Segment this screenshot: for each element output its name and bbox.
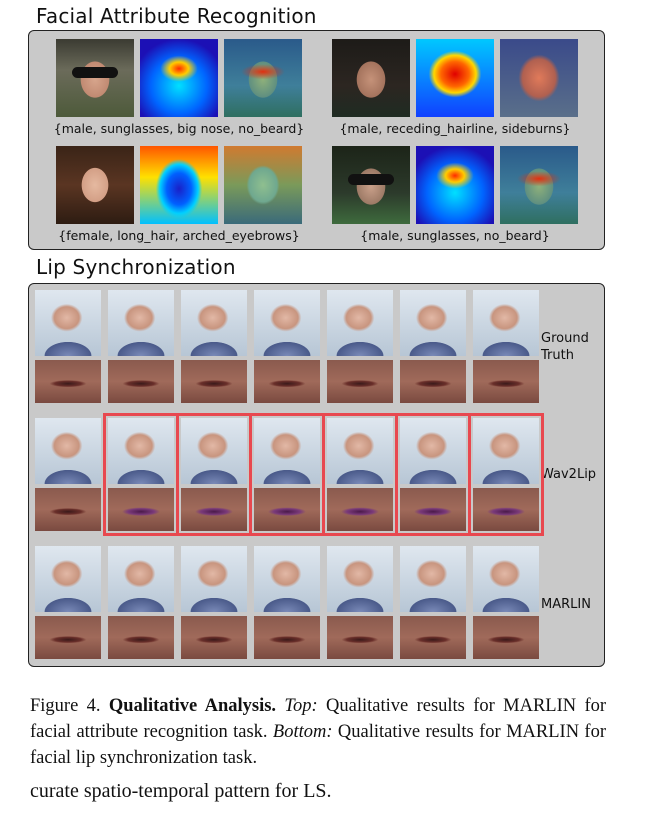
ls-face-image — [400, 546, 466, 612]
ls-frame — [395, 413, 471, 536]
ls-frame — [254, 546, 320, 659]
heatmap-image — [416, 39, 494, 117]
caption-bottom-label: Bottom: — [272, 722, 333, 742]
ls-face-image — [181, 290, 247, 356]
ls-face-image — [400, 290, 466, 356]
ls-panel: Ground Truth Wav2Lip MARLIN — [28, 283, 605, 667]
ls-frame — [35, 418, 101, 531]
ls-face-image — [473, 418, 539, 484]
ls-mouth-image — [254, 360, 320, 403]
ls-mouth-image — [181, 488, 247, 531]
ls-frame — [103, 413, 179, 536]
ls-face-image — [181, 418, 247, 484]
overlay-image — [500, 146, 578, 224]
ls-frame — [400, 546, 466, 659]
far-section-title: Facial Attribute Recognition — [36, 4, 317, 28]
far-caption: {female, long_hair, arched_eyebrows} — [58, 228, 300, 243]
ls-frame — [327, 546, 393, 659]
ls-mouth-image — [35, 488, 101, 531]
ls-mouth-image — [327, 360, 393, 403]
ls-section-title: Lip Synchronization — [36, 255, 236, 279]
overlay-image — [500, 39, 578, 117]
ls-mouth-image — [327, 616, 393, 659]
far-group-4: {male, sunglasses, no_beard} — [325, 146, 585, 243]
far-group-3: {female, long_hair, arched_eyebrows} — [49, 146, 309, 243]
caption-prefix: Figure 4. — [30, 696, 101, 716]
far-panel: {male, sunglasses, big nose, no_beard} {… — [28, 30, 605, 250]
heatmap-image — [140, 146, 218, 224]
caption-top-text: Qualitative results for MARLIN for facia… — [30, 696, 607, 742]
caption-top-label: Top: — [284, 696, 318, 716]
ls-mouth-image — [254, 488, 320, 531]
far-group-2: {male, receding_hairline, sideburns} — [325, 39, 585, 136]
face-image — [332, 146, 410, 224]
ls-face-image — [35, 546, 101, 612]
ls-face-image — [108, 546, 174, 612]
ls-face-image — [108, 418, 174, 484]
ls-frame — [473, 546, 539, 659]
ls-face-image — [35, 418, 101, 484]
ls-frame — [35, 290, 101, 403]
ls-frame — [181, 290, 247, 403]
ls-face-image — [400, 418, 466, 484]
ls-mouth-image — [181, 616, 247, 659]
overlay-image — [224, 146, 302, 224]
ls-mouth-image — [108, 488, 174, 531]
row-label-wav2lip: Wav2Lip — [541, 467, 597, 482]
far-group-1: {male, sunglasses, big nose, no_beard} — [49, 39, 309, 136]
far-caption: {male, receding_hairline, sideburns} — [339, 121, 571, 136]
caption-bold-title: Qualitative Analysis. — [108, 696, 277, 716]
ls-face-image — [327, 418, 393, 484]
row-label-ground-truth: Ground Truth — [541, 331, 589, 363]
ls-face-image — [181, 546, 247, 612]
ls-frame — [322, 413, 398, 536]
far-caption: {male, sunglasses, big nose, no_beard} — [53, 121, 305, 136]
row-label-marlin: MARLIN — [541, 597, 591, 612]
ls-mouth-image — [400, 616, 466, 659]
ls-frame — [327, 290, 393, 403]
ls-mouth-image — [473, 488, 539, 531]
face-image — [56, 39, 134, 117]
ls-frame — [249, 413, 325, 536]
ls-mouth-image — [181, 360, 247, 403]
ls-frame — [181, 546, 247, 659]
ls-face-image — [35, 290, 101, 356]
ls-mouth-image — [108, 360, 174, 403]
ls-mouth-image — [35, 616, 101, 659]
ls-face-image — [327, 546, 393, 612]
figure-caption: Figure 4. Qualitative Analysis. Top: Qua… — [30, 693, 606, 771]
heatmap-image — [416, 146, 494, 224]
ls-frame — [35, 546, 101, 659]
face-image — [56, 146, 134, 224]
ls-face-image — [254, 290, 320, 356]
ls-mouth-image — [400, 488, 466, 531]
trailing-text: curate spatio-temporal pattern for LS. — [30, 780, 332, 802]
ls-mouth-image — [327, 488, 393, 531]
ls-mouth-image — [473, 360, 539, 403]
overlay-image — [224, 39, 302, 117]
ls-frame — [108, 546, 174, 659]
ls-mouth-image — [473, 616, 539, 659]
ls-frame — [468, 413, 544, 536]
ls-face-image — [108, 290, 174, 356]
far-caption: {male, sunglasses, no_beard} — [360, 228, 550, 243]
ls-frame — [400, 290, 466, 403]
ls-frame — [108, 290, 174, 403]
caption-bottom-text: Qualitative results for MARLIN for facia… — [30, 722, 606, 768]
ls-face-image — [473, 546, 539, 612]
ls-face-image — [327, 290, 393, 356]
ls-mouth-image — [35, 360, 101, 403]
heatmap-image — [140, 39, 218, 117]
ls-mouth-image — [108, 616, 174, 659]
ls-frame — [473, 290, 539, 403]
face-image — [332, 39, 410, 117]
ls-frame — [254, 290, 320, 403]
ls-face-image — [254, 546, 320, 612]
ls-mouth-image — [400, 360, 466, 403]
ls-frame — [176, 413, 252, 536]
ls-face-image — [473, 290, 539, 356]
ls-face-image — [254, 418, 320, 484]
ls-mouth-image — [254, 616, 320, 659]
